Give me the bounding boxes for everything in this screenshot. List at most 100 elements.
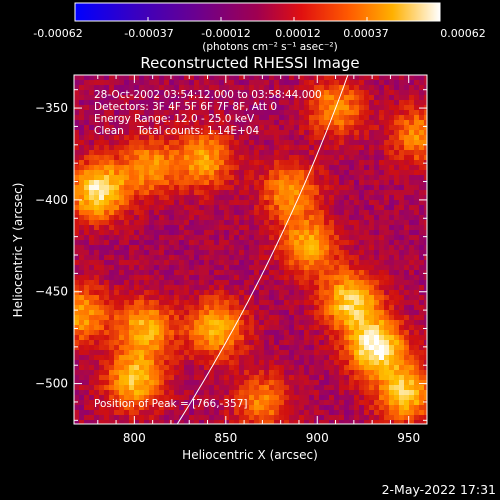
heatmap-pixel [309, 325, 314, 330]
heatmap-pixel [154, 160, 159, 165]
heatmap-pixel [89, 145, 94, 150]
heatmap-pixel [89, 365, 94, 370]
heatmap-pixel [339, 300, 344, 305]
heatmap-pixel [284, 305, 289, 310]
heatmap-pixel [254, 250, 259, 255]
heatmap-pixel [259, 375, 264, 380]
heatmap-pixel [104, 410, 109, 415]
heatmap-pixel [139, 190, 144, 195]
heatmap-pixel [344, 225, 349, 230]
heatmap-pixel [189, 240, 194, 245]
heatmap-pixel [359, 105, 364, 110]
heatmap-pixel [184, 110, 189, 115]
heatmap-pixel [304, 340, 309, 345]
heatmap-pixel [199, 120, 204, 125]
heatmap-pixel [74, 130, 79, 135]
heatmap-pixel [349, 405, 354, 410]
heatmap-pixel [309, 360, 314, 365]
heatmap-pixel [294, 135, 299, 140]
heatmap-pixel [354, 320, 359, 325]
heatmap-pixel [319, 135, 324, 140]
heatmap-pixel [194, 250, 199, 255]
heatmap-pixel [89, 235, 94, 240]
heatmap-pixel [244, 80, 249, 85]
heatmap-pixel [139, 125, 144, 130]
heatmap-pixel [409, 170, 414, 175]
heatmap-pixel [189, 370, 194, 375]
heatmap-pixel [114, 275, 119, 280]
heatmap-pixel [134, 310, 139, 315]
heatmap-pixel [324, 155, 329, 160]
heatmap-pixel [384, 140, 389, 145]
heatmap-pixel [254, 215, 259, 220]
heatmap-pixel [224, 225, 229, 230]
heatmap-pixel [139, 360, 144, 365]
heatmap-pixel [234, 225, 239, 230]
heatmap-pixel [364, 285, 369, 290]
heatmap-pixel [384, 75, 389, 80]
heatmap-pixel [244, 420, 249, 424]
heatmap-pixel [309, 200, 314, 205]
heatmap-pixel [354, 270, 359, 275]
heatmap-pixel [109, 375, 114, 380]
heatmap-pixel [424, 355, 427, 360]
heatmap-pixel [389, 260, 394, 265]
heatmap-pixel [334, 295, 339, 300]
heatmap-pixel [244, 75, 249, 80]
heatmap-pixel [79, 385, 84, 390]
heatmap-pixel [359, 215, 364, 220]
heatmap-pixel [334, 365, 339, 370]
heatmap-pixel [349, 225, 354, 230]
heatmap-pixel [239, 420, 244, 424]
heatmap-pixel [269, 355, 274, 360]
heatmap-pixel [299, 345, 304, 350]
heatmap-pixel [334, 205, 339, 210]
heatmap-pixel [84, 145, 89, 150]
heatmap-pixel [299, 320, 304, 325]
heatmap-pixel [289, 325, 294, 330]
heatmap-pixel [269, 190, 274, 195]
heatmap-pixel [84, 75, 89, 80]
heatmap-pixel [179, 395, 184, 400]
heatmap-pixel [369, 325, 374, 330]
heatmap-pixel [224, 325, 229, 330]
heatmap-pixel [189, 260, 194, 265]
heatmap-pixel [414, 415, 419, 420]
heatmap-pixel [269, 270, 274, 275]
heatmap-pixel [324, 165, 329, 170]
heatmap-pixel [164, 405, 169, 410]
heatmap-pixel [74, 125, 79, 130]
heatmap-pixel [319, 385, 324, 390]
heatmap-pixel [209, 170, 214, 175]
heatmap-pixel [119, 400, 124, 405]
heatmap-pixel [284, 295, 289, 300]
heatmap-pixel [334, 125, 339, 130]
heatmap-pixel [94, 380, 99, 385]
heatmap-pixel [394, 115, 399, 120]
heatmap-pixel [124, 335, 129, 340]
heatmap-pixel [414, 290, 419, 295]
heatmap-pixel [214, 165, 219, 170]
heatmap-pixel [374, 195, 379, 200]
heatmap-pixel [169, 225, 174, 230]
heatmap-pixel [294, 410, 299, 415]
heatmap-pixel [234, 385, 239, 390]
heatmap-pixel [314, 160, 319, 165]
heatmap-pixel [154, 250, 159, 255]
heatmap-pixel [174, 340, 179, 345]
heatmap-pixel [269, 345, 274, 350]
heatmap-pixel [214, 315, 219, 320]
heatmap-pixel [214, 330, 219, 335]
heatmap-pixel [244, 400, 249, 405]
heatmap-pixel [274, 305, 279, 310]
heatmap-pixel [394, 290, 399, 295]
heatmap-pixel [309, 120, 314, 125]
heatmap-pixel [279, 230, 284, 235]
heatmap-pixel [99, 250, 104, 255]
heatmap-pixel [194, 145, 199, 150]
heatmap-pixel [274, 195, 279, 200]
heatmap-pixel [159, 135, 164, 140]
heatmap-pixel [194, 340, 199, 345]
heatmap-pixel [354, 345, 359, 350]
heatmap-pixel [284, 145, 289, 150]
